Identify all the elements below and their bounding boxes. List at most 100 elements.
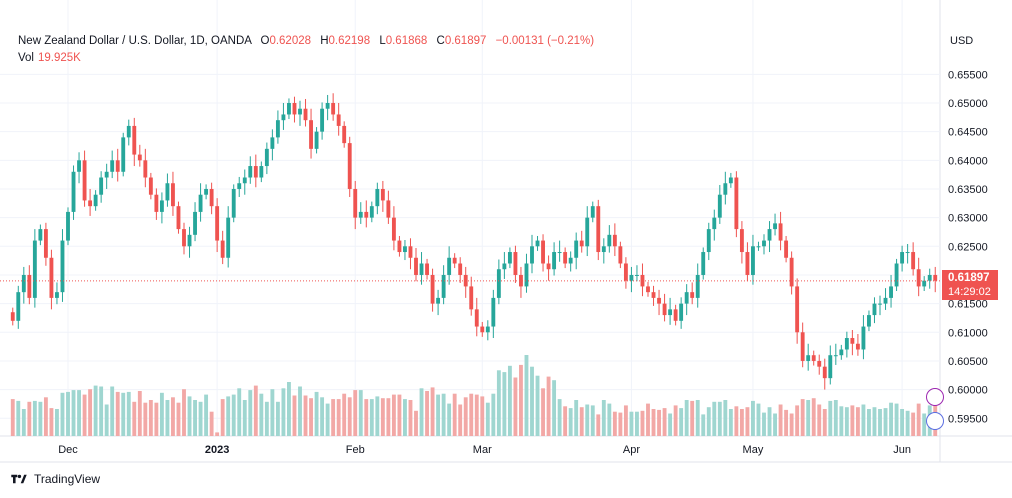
volume-bar (27, 401, 32, 436)
candle-body (71, 171, 76, 212)
volume-bar (209, 411, 214, 436)
price-axis[interactable]: 0.65500 0.65000 0.64500 0.64000 0.63500 0.630… (948, 69, 988, 425)
volume-bar (342, 393, 347, 436)
volume-bar (717, 401, 722, 436)
volume-bar (767, 407, 772, 436)
candle-body (397, 240, 402, 253)
alert-bolt-icon[interactable] (926, 388, 944, 406)
candle-body (756, 246, 761, 248)
volume-bar (176, 402, 181, 436)
candle-body (403, 246, 407, 253)
candle-body (264, 148, 269, 167)
candle-body (502, 263, 507, 270)
candle-body (557, 252, 562, 254)
volume-bar (568, 408, 573, 436)
volume-bar (430, 387, 435, 436)
candle-body (541, 240, 545, 264)
candle-body (734, 177, 739, 230)
volume-bar (259, 393, 264, 436)
volume-bar (463, 397, 468, 436)
volume-bar (723, 400, 728, 436)
candle-body (165, 183, 170, 201)
volume-bar (137, 391, 142, 436)
volume-bar (93, 385, 98, 436)
volume-bar (226, 396, 231, 436)
time-axis[interactable]: Dec 2023 Feb Mar Apr May Jun (58, 444, 911, 456)
candle-body (187, 234, 192, 247)
volume-bars (10, 355, 938, 436)
volume-bar (878, 409, 882, 436)
candle-body (585, 217, 590, 247)
volume-bar (171, 397, 175, 436)
candle-body (507, 252, 512, 264)
candle-body (778, 223, 783, 241)
candle-body (38, 229, 43, 241)
candle-body (596, 206, 601, 253)
volume-bar (585, 404, 590, 436)
volume-bar (889, 402, 893, 436)
candle-body (601, 246, 606, 253)
volume-bar (662, 408, 667, 436)
volume-bar (154, 402, 159, 436)
candle-body (552, 252, 557, 270)
volume-bar (441, 393, 446, 436)
candle-body (833, 355, 838, 357)
globe-icon[interactable] (926, 412, 944, 430)
candle-body (524, 263, 529, 287)
candle-body (331, 102, 336, 115)
tradingview-logo-icon[interactable] (10, 473, 28, 485)
volume-bar (148, 400, 153, 436)
candle-body (861, 326, 866, 350)
candle-body (480, 326, 485, 333)
candle-body (717, 194, 722, 218)
candle-body (684, 292, 689, 304)
volume-bar (10, 399, 15, 436)
candle-body (695, 274, 700, 298)
candle-body (828, 355, 833, 379)
volume-bar (242, 400, 247, 436)
candle-body (430, 274, 435, 304)
volume-bar (822, 409, 827, 436)
candle-body (16, 292, 21, 321)
candle-body (419, 263, 424, 275)
volume-bar (264, 401, 269, 436)
candle-body (706, 229, 711, 253)
candle-body (198, 194, 203, 212)
candle-body (662, 303, 667, 316)
candle-body (447, 257, 452, 275)
candle-body (900, 252, 905, 264)
volume-bar (828, 400, 833, 436)
volume-bar (414, 410, 418, 436)
candle-body (77, 160, 81, 172)
candle-body (651, 292, 656, 298)
volume-bar (657, 409, 661, 436)
volume-bar (601, 400, 606, 436)
candle-body (132, 125, 137, 155)
candle-body (287, 102, 291, 115)
symbol-title[interactable]: New Zealand Dollar / U.S. Dollar, 1D, OA… (18, 35, 252, 47)
volume-bar (668, 413, 673, 436)
candle-body (347, 143, 352, 189)
candles (10, 93, 938, 390)
candle-body (369, 206, 374, 218)
time-tick-label: Feb (346, 444, 365, 456)
candle-body (215, 206, 220, 241)
volume-bar (347, 397, 352, 436)
candle-body (673, 309, 678, 321)
volume-bar (182, 389, 186, 436)
currency-label[interactable]: USD (950, 35, 974, 47)
volume-bar (541, 388, 545, 436)
candle-body (259, 166, 264, 178)
candle-body (121, 137, 126, 172)
volume-bar (43, 397, 48, 436)
volume-bar (88, 389, 93, 436)
candle-body (728, 177, 733, 184)
brand-name[interactable]: TradingView (34, 472, 101, 486)
volume-bar (883, 408, 888, 436)
candle-body (281, 114, 286, 121)
volume-label[interactable]: Vol (18, 52, 34, 64)
candle-body (325, 102, 330, 109)
candle-body (767, 229, 772, 241)
volume-bar (375, 396, 380, 436)
